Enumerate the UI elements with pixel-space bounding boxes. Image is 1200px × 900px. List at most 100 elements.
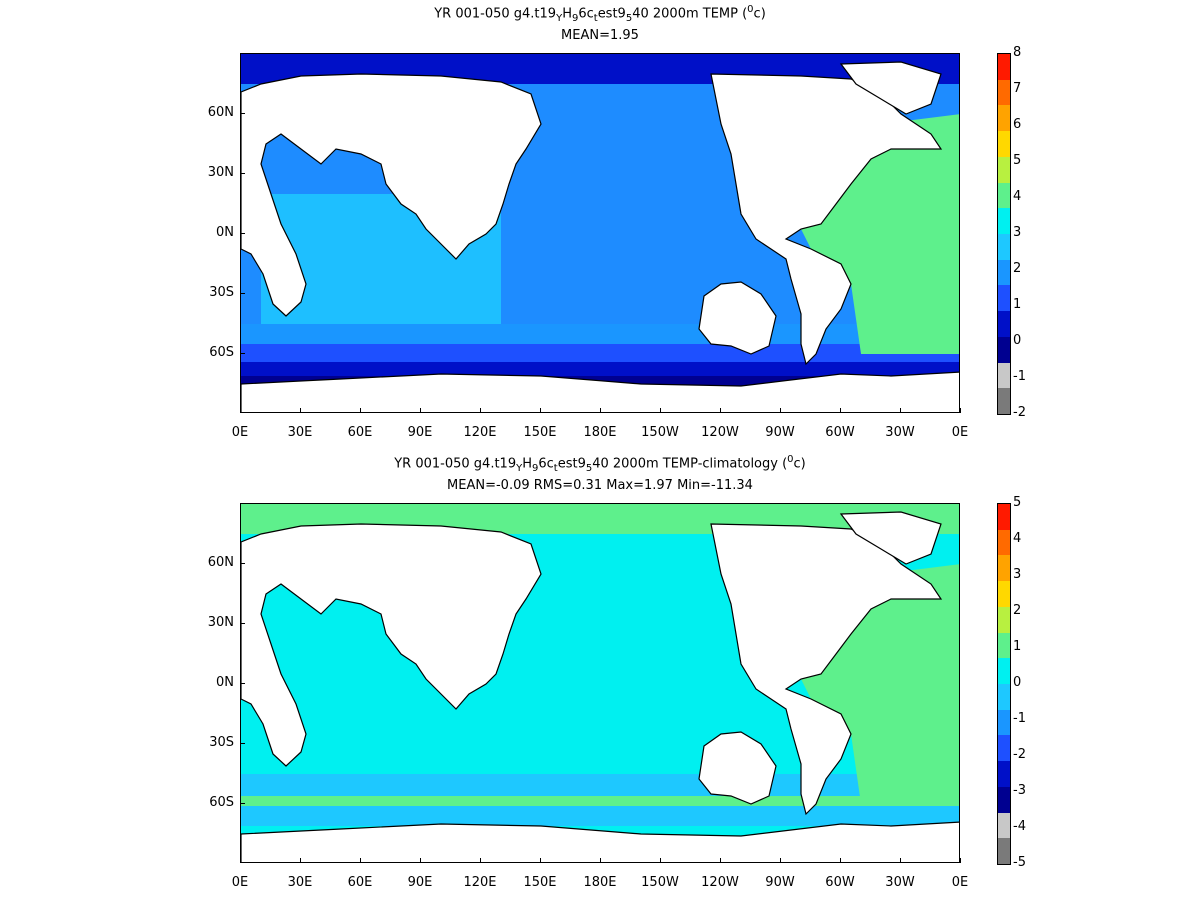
lat-tick-mark bbox=[240, 803, 245, 804]
lat-tick-label: 60N bbox=[207, 105, 234, 120]
colorbar-label: 4 bbox=[1013, 189, 1022, 204]
land-mass bbox=[241, 371, 959, 412]
lon-tick-label: 150W bbox=[641, 875, 679, 890]
colorbar-segment bbox=[998, 581, 1010, 607]
lon-tick-mark bbox=[420, 408, 421, 413]
lon-tick-label: 60E bbox=[347, 425, 373, 440]
colorbar-segment bbox=[998, 285, 1010, 312]
lat-tick-label: 60S bbox=[209, 345, 234, 360]
colorbar-label: -1 bbox=[1013, 711, 1026, 726]
lon-tick-mark bbox=[480, 408, 481, 413]
colorbar-segment bbox=[998, 208, 1010, 234]
lon-tick-label: 120E bbox=[463, 425, 497, 440]
lon-tick-label: 0E bbox=[231, 875, 249, 890]
lon-tick-mark bbox=[960, 408, 961, 413]
lon-tick-mark bbox=[660, 408, 661, 413]
colorbar-segment bbox=[998, 786, 1010, 813]
lon-tick-label: 150E bbox=[523, 425, 557, 440]
lat-tick-mark bbox=[240, 113, 245, 114]
lon-tick-mark bbox=[600, 858, 601, 863]
colorbar-label: -2 bbox=[1013, 747, 1026, 762]
lon-tick-mark bbox=[840, 408, 841, 413]
colorbar-label: 4 bbox=[1013, 531, 1022, 546]
lon-tick-mark bbox=[300, 858, 301, 863]
lon-tick-label: 0E bbox=[951, 425, 969, 440]
colorbar-segment bbox=[998, 504, 1010, 530]
lon-tick-label: 90W bbox=[765, 425, 795, 440]
lon-tick-mark bbox=[840, 858, 841, 863]
colorbar-segment bbox=[998, 555, 1010, 582]
colorbar-label: 5 bbox=[1013, 495, 1022, 510]
lon-tick-mark bbox=[240, 858, 241, 863]
colorbar-segment bbox=[998, 812, 1010, 839]
colorbar-segment bbox=[998, 529, 1010, 556]
southern-ocean-band bbox=[241, 796, 959, 806]
colorbar-label: 5 bbox=[1013, 153, 1022, 168]
lon-tick-mark bbox=[480, 858, 481, 863]
lat-tick-mark bbox=[240, 173, 245, 174]
lat-tick-label: 30S bbox=[209, 285, 234, 300]
colorbar-segment bbox=[998, 658, 1010, 684]
colorbar-label: 0 bbox=[1013, 333, 1022, 348]
lat-tick-mark bbox=[240, 683, 245, 684]
colorbar-label: 1 bbox=[1013, 297, 1022, 312]
lon-tick-label: 30E bbox=[287, 425, 313, 440]
colorbar-label: -2 bbox=[1013, 405, 1026, 420]
top-map-panel: YR 001-050 g4.t19YH96ctest9540 2000m TEM… bbox=[207, 4, 1026, 440]
colorbar-segment bbox=[998, 54, 1010, 80]
lon-tick-mark bbox=[780, 408, 781, 413]
lat-tick-label: 0N bbox=[216, 225, 234, 240]
colorbar-label: -5 bbox=[1013, 855, 1026, 870]
lat-tick-mark bbox=[240, 743, 245, 744]
lon-tick-mark bbox=[360, 858, 361, 863]
top-map-svg bbox=[241, 54, 959, 412]
land-mass bbox=[241, 821, 959, 862]
colorbar-label: 7 bbox=[1013, 81, 1022, 96]
colorbar-label: -3 bbox=[1013, 783, 1026, 798]
colorbar-segment bbox=[998, 259, 1010, 286]
lon-tick-mark bbox=[960, 858, 961, 863]
colorbar-label: -4 bbox=[1013, 819, 1026, 834]
lon-tick-mark bbox=[300, 408, 301, 413]
southern-ocean-band bbox=[241, 344, 959, 362]
bottom-map-stats: MEAN=-0.09 RMS=0.31 Max=1.97 Min=-11.34 bbox=[447, 478, 753, 493]
colorbar-segment bbox=[998, 234, 1010, 260]
lat-tick-mark bbox=[240, 233, 245, 234]
lat-tick-mark bbox=[240, 563, 245, 564]
lon-tick-label: 150E bbox=[523, 875, 557, 890]
lon-tick-label: 180E bbox=[583, 425, 617, 440]
colorbar-segment bbox=[998, 362, 1010, 389]
lon-tick-label: 30E bbox=[287, 875, 313, 890]
lon-tick-mark bbox=[240, 408, 241, 413]
colorbar-segment bbox=[998, 761, 1010, 787]
lon-tick-mark bbox=[720, 408, 721, 413]
colorbar-label: 3 bbox=[1013, 225, 1022, 240]
bottom-colorbar bbox=[997, 503, 1011, 865]
colorbar-label: 0 bbox=[1013, 675, 1022, 690]
lat-tick-label: 30S bbox=[209, 735, 234, 750]
colorbar-segment bbox=[998, 182, 1010, 209]
lon-tick-label: 180E bbox=[583, 875, 617, 890]
lon-tick-label: 0E bbox=[231, 425, 249, 440]
lat-tick-label: 30N bbox=[207, 615, 234, 630]
lon-tick-label: 90E bbox=[407, 425, 433, 440]
colorbar-segment bbox=[998, 838, 1010, 864]
lon-tick-label: 30W bbox=[885, 425, 915, 440]
colorbar-label: -1 bbox=[1013, 369, 1026, 384]
lon-tick-mark bbox=[540, 858, 541, 863]
colorbar-segment bbox=[998, 131, 1010, 157]
top-map-plot bbox=[240, 53, 960, 413]
lon-tick-mark bbox=[900, 858, 901, 863]
lat-tick-mark bbox=[240, 353, 245, 354]
lon-tick-mark bbox=[360, 408, 361, 413]
southern-ocean-band bbox=[241, 774, 959, 796]
southern-ocean-band bbox=[241, 806, 959, 826]
lat-tick-label: 60N bbox=[207, 555, 234, 570]
lon-tick-label: 0E bbox=[951, 875, 969, 890]
lon-tick-label: 60W bbox=[825, 425, 855, 440]
colorbar-segment bbox=[998, 79, 1010, 106]
colorbar-label: 1 bbox=[1013, 639, 1022, 654]
colorbar-segment bbox=[998, 684, 1010, 710]
lon-tick-label: 30W bbox=[885, 875, 915, 890]
land-mass bbox=[241, 523, 542, 767]
